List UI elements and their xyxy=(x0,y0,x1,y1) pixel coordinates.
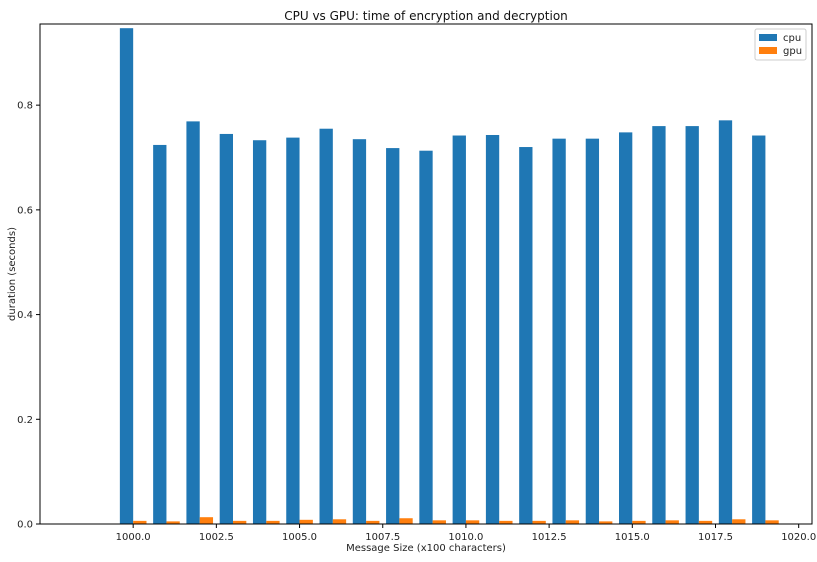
gpu-bar xyxy=(233,520,247,524)
x-tick-label: 1002.5 xyxy=(199,532,234,543)
cpu-legend-label: cpu xyxy=(783,33,801,44)
gpu-bar xyxy=(665,520,679,524)
cpu-bar xyxy=(452,135,466,525)
gpu-bar xyxy=(465,520,480,524)
cpu-bar xyxy=(752,135,766,525)
cpu-bar xyxy=(552,138,566,525)
cpu-bar xyxy=(652,126,666,524)
gpu-bar xyxy=(599,521,613,524)
bars-group xyxy=(119,28,779,525)
plot-frame xyxy=(39,23,813,525)
gpu-bar xyxy=(366,520,380,524)
x-tick-label: 1012.5 xyxy=(532,532,567,543)
chart-title: CPU vs GPU: time of encryption and decry… xyxy=(284,9,568,23)
y-tick-label: 0.4 xyxy=(17,310,33,321)
gpu-bar xyxy=(299,519,313,524)
cpu-bar xyxy=(153,144,167,524)
y-tick-label: 0.2 xyxy=(17,415,33,426)
gpu-bar xyxy=(765,520,779,524)
x-tick-label: 1000.0 xyxy=(116,532,151,543)
cpu-legend-swatch xyxy=(759,34,777,41)
cpu-bar xyxy=(519,147,533,524)
x-axis-label: Message Size (x100 characters) xyxy=(346,543,506,554)
gpu-bar xyxy=(432,520,446,524)
gpu-bar xyxy=(698,520,713,524)
cpu-bar xyxy=(352,139,367,525)
gpu-bar xyxy=(499,520,513,524)
gpu-legend-swatch xyxy=(759,47,777,54)
gpu-legend-label: gpu xyxy=(783,46,802,57)
cpu-bar xyxy=(286,137,300,525)
cpu-bar xyxy=(252,140,267,525)
gpu-bar xyxy=(133,520,147,524)
y-axis: 0.0 0.2 0.4 0.6 0.8 xyxy=(17,101,40,531)
gpu-bar xyxy=(399,518,413,524)
cpu-bar xyxy=(186,121,200,524)
cpu-bar xyxy=(319,128,333,524)
gpu-bar xyxy=(332,519,347,524)
gpu-bar xyxy=(266,520,280,524)
x-tick-label: 1010.0 xyxy=(448,532,483,543)
cpu-bar xyxy=(119,28,134,525)
y-tick-label: 0.8 xyxy=(17,101,33,112)
cpu-bar xyxy=(685,126,699,524)
x-tick-label: 1005.0 xyxy=(282,532,317,543)
gpu-bar xyxy=(732,519,746,524)
cpu-bar xyxy=(386,148,400,524)
x-tick-label: 1015.0 xyxy=(615,532,650,543)
gpu-bar xyxy=(532,520,546,524)
gpu-bar xyxy=(166,521,180,524)
cpu-bar xyxy=(219,133,233,525)
x-tick-label: 1017.5 xyxy=(698,532,733,543)
y-axis-label: duration (seconds) xyxy=(7,227,18,321)
x-tick-label: 1007.5 xyxy=(365,532,400,543)
x-axis: 1000.0 1002.5 1005.0 1007.5 1010.0 1012.5 1015… xyxy=(116,524,816,543)
cpu-bar xyxy=(718,120,733,524)
gpu-bar xyxy=(565,520,580,524)
cpu-bar xyxy=(485,134,500,525)
cpu-bar xyxy=(585,138,600,525)
cpu-bar xyxy=(419,150,433,524)
y-tick-label: 0.6 xyxy=(17,205,33,216)
x-tick-label: 1020.0 xyxy=(781,532,816,543)
cpu-bar xyxy=(619,132,633,525)
gpu-bar xyxy=(199,517,214,524)
legend: cpu gpu xyxy=(754,28,807,61)
y-tick-label: 0.0 xyxy=(17,520,33,531)
gpu-bar xyxy=(632,520,646,524)
